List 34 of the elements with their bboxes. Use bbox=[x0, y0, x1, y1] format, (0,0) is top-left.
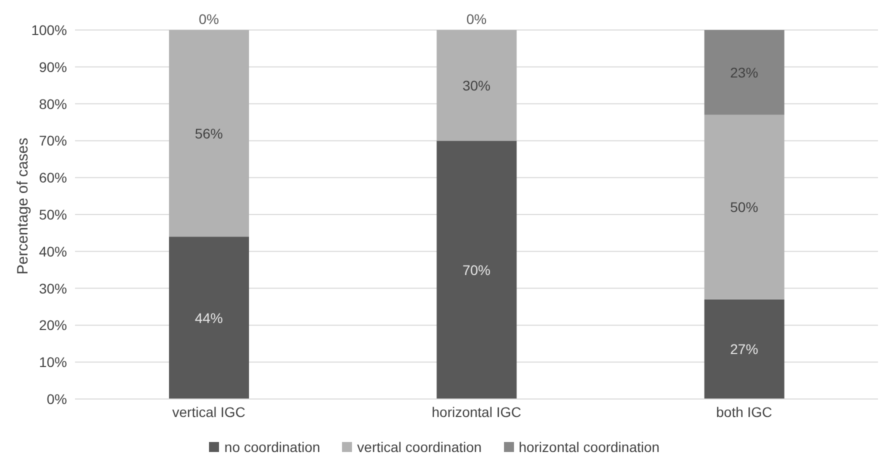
y-tick-label: 60% bbox=[38, 170, 67, 186]
y-tick-label: 90% bbox=[38, 58, 67, 75]
data-label: 30% bbox=[462, 77, 491, 94]
bar bbox=[436, 140, 517, 399]
data-label: 23% bbox=[730, 64, 758, 80]
y-tick-label: 70% bbox=[38, 132, 67, 149]
data-label: 50% bbox=[730, 199, 758, 216]
x-tick-label: vertical IGC bbox=[172, 404, 246, 420]
bar bbox=[704, 299, 784, 399]
data-label: 27% bbox=[730, 341, 758, 358]
x-tick-label: horizontal IGC bbox=[432, 404, 522, 420]
y-axis-title: Percentage of cases bbox=[14, 138, 32, 274]
bar bbox=[704, 114, 784, 300]
y-tick-label: 40% bbox=[38, 243, 67, 260]
bar bbox=[169, 236, 249, 399]
y-tick-label: 50% bbox=[38, 206, 67, 222]
y-tick-label: 0% bbox=[46, 390, 67, 407]
y-tick-label: 10% bbox=[38, 354, 67, 370]
data-label: 44% bbox=[194, 310, 223, 326]
data-label: 56% bbox=[194, 125, 223, 142]
y-tick-label: 80% bbox=[38, 96, 67, 112]
bar bbox=[436, 30, 517, 141]
bar bbox=[704, 30, 784, 115]
legend-label: vertical coordination bbox=[356, 439, 482, 455]
data-label: 70% bbox=[462, 262, 491, 278]
x-tick-label: both IGC bbox=[716, 404, 772, 420]
data-label: 0% bbox=[198, 11, 219, 27]
legend-label: no coordination bbox=[223, 439, 320, 455]
y-tick-label: 100% bbox=[31, 22, 67, 38]
bar bbox=[169, 30, 249, 237]
y-tick-label: 30% bbox=[38, 280, 67, 296]
legend-label: horizontal coordination bbox=[518, 439, 660, 455]
y-tick-label: 20% bbox=[38, 317, 67, 334]
data-label: 0% bbox=[466, 11, 487, 27]
